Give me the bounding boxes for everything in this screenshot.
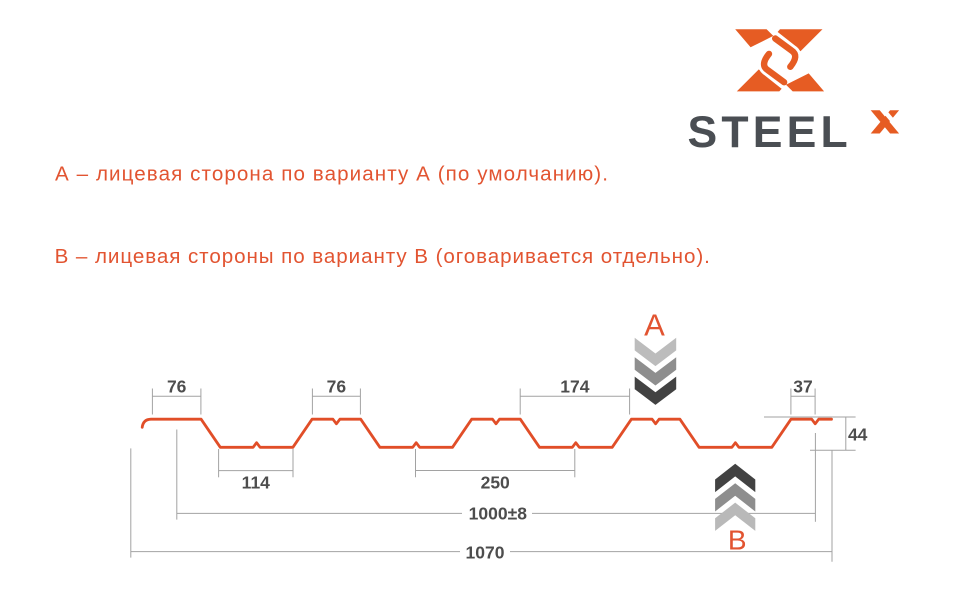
svg-text:44: 44 xyxy=(848,425,868,445)
svg-text:А – лицевая сторона по вариант: А – лицевая сторона по варианту А (по ум… xyxy=(55,162,609,185)
svg-text:114: 114 xyxy=(242,473,270,493)
svg-text:250: 250 xyxy=(481,473,510,493)
svg-text:76: 76 xyxy=(327,376,347,396)
svg-text:1070: 1070 xyxy=(466,543,505,563)
svg-text:37: 37 xyxy=(793,376,812,396)
svg-text:В – лицевая стороны по вариант: В – лицевая стороны по варианту В (огова… xyxy=(55,245,711,268)
svg-text:1000±8: 1000±8 xyxy=(469,504,528,524)
svg-text:STEEL: STEEL xyxy=(688,108,852,157)
svg-text:76: 76 xyxy=(167,376,187,396)
svg-text:A: A xyxy=(644,308,665,343)
svg-text:174: 174 xyxy=(560,376,589,396)
svg-text:B: B xyxy=(728,525,747,556)
